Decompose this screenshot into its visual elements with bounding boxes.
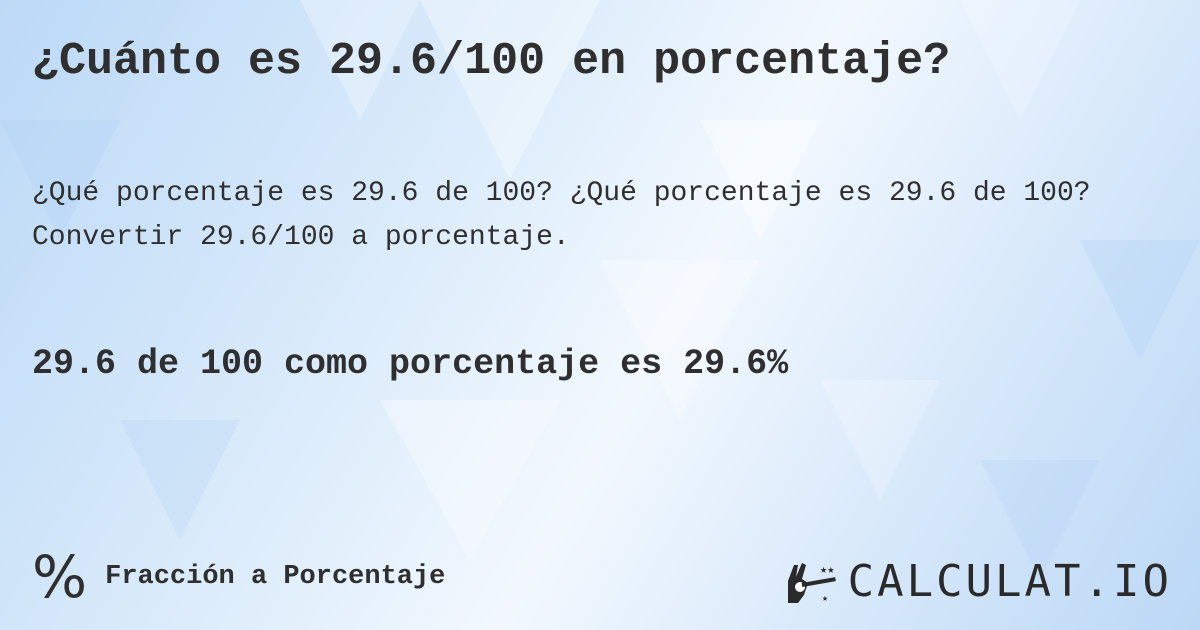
logo-wordmark: CALCULAT.IO xyxy=(847,556,1172,607)
magic-hand-icon: ★★ ★ xyxy=(787,562,836,605)
category-label: Fracción a Porcentaje xyxy=(105,562,446,592)
svg-text:★: ★ xyxy=(822,594,828,605)
page-title: ¿Cuánto es 29.6/100 en porcentaje? xyxy=(32,36,951,87)
percent-icon: % xyxy=(32,543,88,611)
category-link[interactable]: % Fracción a Porcentaje xyxy=(32,548,445,606)
calculat-logo[interactable]: ★★ ★ CALCULAT.IO xyxy=(784,556,1172,607)
answer-text: 29.6 de 100 como porcentaje es 29.6% xyxy=(32,344,789,384)
svg-text:★★: ★★ xyxy=(820,563,834,577)
description: ¿Qué porcentaje es 29.6 de 100? ¿Qué por… xyxy=(32,178,1091,253)
